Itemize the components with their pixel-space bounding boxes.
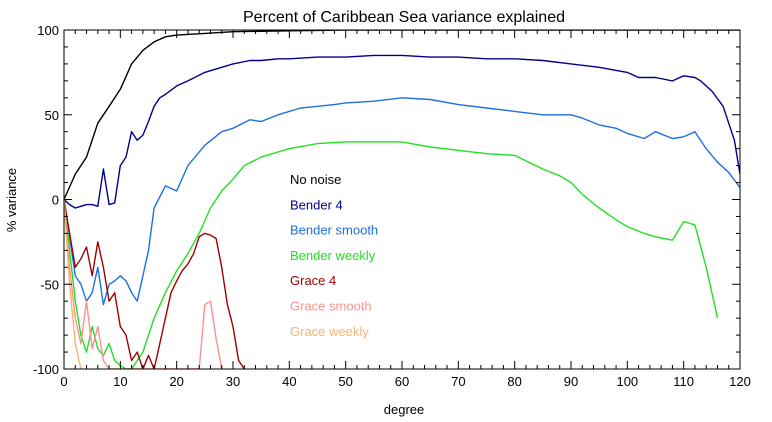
y-tick-label: 0	[52, 193, 59, 208]
y-axis-ticks: -100 -50 0 50 100	[33, 23, 740, 377]
legend-entry-bender-smooth: Bender smooth	[290, 223, 378, 238]
legend-entry-bender-weekly: Bender weekly	[290, 248, 376, 263]
legend-entry-grace-4: Grace 4	[290, 273, 336, 288]
legend-entry-grace-weekly: Grace weekly	[290, 324, 369, 339]
x-tick-label: 30	[226, 374, 240, 389]
legend-entry-bender-4: Bender 4	[290, 197, 343, 212]
chart-title: Percent of Caribbean Sea variance explai…	[243, 9, 565, 26]
legend: No noise Bender 4 Bender smooth Bender week…	[290, 172, 378, 339]
series-line-grace-weekly	[64, 199, 82, 369]
x-tick-label: 120	[729, 374, 751, 389]
x-tick-label: 20	[169, 374, 183, 389]
x-tick-label: 90	[564, 374, 578, 389]
x-tick-label: 50	[338, 374, 352, 389]
x-axis-ticks: 0 10 20 30 40 50 60 70 80 90 100 110 120	[60, 30, 751, 389]
x-tick-label: 0	[60, 374, 67, 389]
y-tick-label: -100	[33, 362, 59, 377]
x-tick-label: 40	[282, 374, 296, 389]
x-axis-label: degree	[384, 402, 424, 417]
x-tick-label: 70	[451, 374, 465, 389]
series-line-grace-4	[64, 199, 245, 369]
x-tick-label: 100	[616, 374, 638, 389]
series-line-grace-smooth	[64, 199, 223, 369]
series-line-no-noise	[64, 30, 740, 200]
legend-entry-grace-smooth: Grace smooth	[290, 299, 372, 314]
x-tick-label: 80	[507, 374, 521, 389]
x-tick-label: 60	[395, 374, 409, 389]
series-line-bender-weekly	[64, 141, 719, 369]
series-line-bender-smooth	[64, 97, 740, 306]
y-tick-label: 100	[37, 23, 59, 38]
legend-entry-no-noise: No noise	[290, 172, 341, 187]
x-tick-label: 110	[673, 374, 694, 389]
y-tick-label: 50	[45, 108, 59, 123]
y-tick-label: -50	[40, 277, 59, 292]
y-axis-label: % variance	[4, 168, 19, 232]
plot-lines	[64, 30, 740, 369]
series-line-bender-4	[64, 54, 740, 209]
x-tick-label: 10	[113, 374, 127, 389]
